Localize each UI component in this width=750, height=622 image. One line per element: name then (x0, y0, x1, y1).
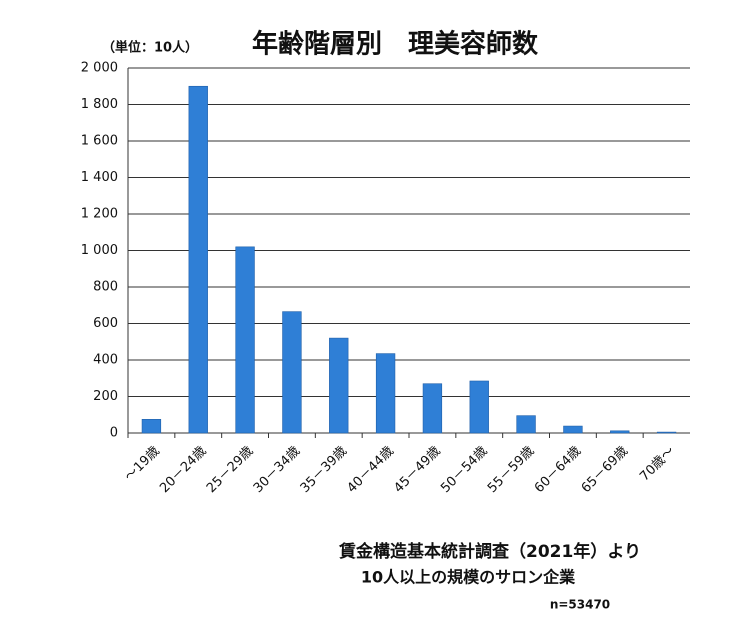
x-tick-label: 50－54歳 (438, 444, 490, 496)
unit-label: （単位：10人） (102, 40, 198, 56)
bar (188, 85, 208, 434)
bar (610, 430, 630, 434)
bar (141, 419, 162, 434)
bar (516, 415, 536, 434)
note: n=53470 (550, 598, 610, 612)
y-tick-label: 1 200 (81, 207, 118, 222)
x-tick-label: 35－39歳 (298, 444, 350, 496)
bar (235, 246, 255, 434)
x-tick-label: 30－34歳 (251, 444, 303, 496)
y-tick-label: 1 400 (81, 170, 118, 185)
x-tick-label: ～19歳 (122, 444, 163, 485)
bar (563, 425, 583, 434)
note: 10人以上の規模のサロン企業 (361, 568, 576, 587)
y-tick-label: 1 800 (81, 97, 118, 112)
y-tick-label: 400 (93, 353, 118, 368)
y-tick-label: 1 600 (81, 134, 118, 149)
bar (375, 353, 396, 434)
x-tick-label: 55－59歳 (485, 444, 537, 496)
y-tick-label: 600 (93, 316, 118, 331)
x-tick-label: 25－29歳 (204, 444, 256, 496)
x-tick-label: 45－49歳 (391, 444, 443, 496)
chart-title: 年齢階層別 理美容師数 (252, 29, 539, 60)
bar (656, 431, 677, 434)
y-tick-label: 1 000 (81, 243, 118, 258)
y-tick-label: 0 (110, 426, 118, 441)
y-tick-label: 200 (93, 389, 118, 404)
bar (329, 337, 349, 434)
x-tick-label: 70歳～ (637, 444, 678, 485)
y-tick-label: 800 (93, 280, 118, 295)
x-tick-label: 20－24歳 (157, 444, 209, 496)
bar (469, 380, 489, 434)
bar (422, 383, 443, 434)
note: 賃金構造基本統計調査（2021年）より (338, 541, 641, 562)
x-tick-label: 60－64歳 (532, 444, 584, 496)
x-tick-label: 65－69歳 (579, 444, 631, 496)
bar (282, 311, 302, 434)
y-tick-label: 2 000 (81, 61, 118, 76)
x-tick-label: 40－44歳 (344, 444, 396, 496)
